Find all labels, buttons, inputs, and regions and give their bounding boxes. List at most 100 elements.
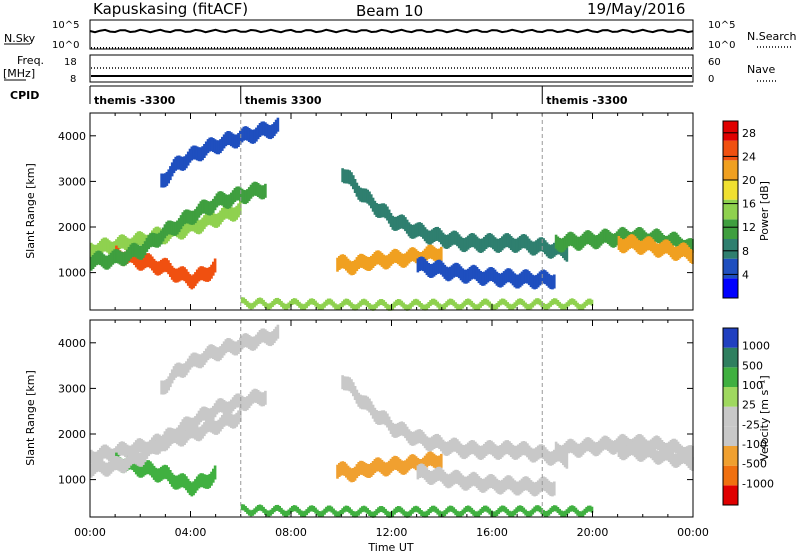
echo-mark — [169, 373, 172, 388]
echo-mark — [244, 126, 247, 141]
echo-mark — [109, 252, 113, 267]
echo-mark — [228, 401, 231, 416]
echo-mark — [323, 301, 326, 308]
echo-mark — [463, 300, 466, 307]
echo-mark — [527, 304, 531, 311]
echo-mark — [145, 460, 149, 475]
freq-label: Freq. — [17, 54, 44, 67]
echo-mark — [276, 324, 280, 339]
colorbar-tick-label: 8 — [742, 245, 749, 258]
echo-mark — [436, 456, 439, 470]
echo-mark — [414, 430, 418, 445]
echo-mark — [418, 222, 421, 237]
echo-mark — [208, 473, 211, 488]
echo-mark — [409, 509, 412, 516]
echo-mark — [289, 507, 292, 514]
power-y-axis-title: Slant Range [km] — [24, 163, 37, 259]
nsearch-tick-top: 10^5 — [708, 20, 735, 31]
echo-mark — [183, 431, 186, 445]
echo-mark — [256, 332, 260, 347]
echo-mark — [160, 230, 163, 245]
echo-mark — [404, 511, 407, 518]
echo-mark — [316, 509, 319, 516]
colorbar-frame — [722, 327, 739, 506]
echo-mark — [213, 465, 217, 480]
echo-mark — [310, 505, 314, 512]
echo-mark — [436, 508, 439, 515]
echo-mark — [206, 267, 210, 282]
echo-mark — [443, 441, 447, 456]
echo-mark — [326, 505, 330, 512]
echo-mark — [203, 474, 206, 489]
echo-mark — [197, 203, 201, 218]
echo-mark — [553, 449, 556, 464]
echo-mark — [495, 303, 499, 309]
echo-mark — [107, 447, 111, 462]
echo-mark — [492, 442, 495, 457]
echo-mark — [518, 273, 522, 288]
echo-mark — [495, 510, 499, 516]
echo-mark — [242, 297, 246, 304]
echo-mark — [210, 200, 213, 215]
echo-mark — [382, 300, 386, 307]
echo-mark — [120, 458, 124, 473]
echo-mark — [336, 257, 339, 272]
echo-mark — [486, 233, 490, 248]
echo-mark — [400, 253, 404, 268]
echo-mark — [253, 301, 256, 308]
echo-mark — [395, 216, 398, 231]
echo-mark — [497, 273, 500, 288]
echo-mark — [673, 453, 676, 468]
echo-mark — [547, 451, 551, 466]
echo-mark — [242, 333, 246, 348]
echo-mark — [393, 508, 396, 515]
echo-mark — [617, 443, 621, 457]
echo-mark — [639, 227, 642, 242]
echo-mark — [222, 193, 226, 207]
echo-mark — [258, 184, 262, 199]
echo-mark — [608, 438, 612, 453]
echo-mark — [518, 236, 522, 250]
echo-mark — [387, 416, 391, 431]
nsky-tick-bottom: 10^0 — [52, 40, 79, 51]
echo-mark — [499, 299, 502, 306]
echo-mark — [619, 445, 622, 459]
echo-mark — [348, 467, 352, 482]
echo-mark — [504, 300, 508, 307]
echo-mark — [615, 231, 619, 246]
echo-mark — [484, 270, 488, 285]
echo-mark — [147, 235, 150, 250]
echo-mark — [102, 237, 106, 252]
echo-mark — [508, 510, 511, 517]
echo-mark — [522, 234, 526, 248]
echo-mark — [355, 464, 359, 479]
echo-mark — [185, 154, 188, 169]
echo-mark — [262, 392, 265, 407]
echo-mark — [260, 328, 264, 343]
echo-mark — [371, 461, 375, 475]
echo-mark — [427, 302, 430, 308]
echo-mark — [330, 299, 334, 306]
echo-mark — [574, 300, 578, 307]
freq-panel: Freq. [MHz] 18 8 60 0 Nave — [3, 54, 776, 85]
echo-mark — [314, 300, 317, 307]
echo-mark — [345, 463, 348, 478]
echo-mark — [251, 509, 255, 516]
echo-mark — [361, 253, 364, 268]
echo-mark — [438, 455, 441, 470]
echo-mark — [513, 480, 517, 495]
echo-mark — [463, 507, 466, 514]
echo-mark — [657, 243, 660, 258]
echo-mark — [423, 511, 427, 518]
echo-mark — [635, 435, 639, 450]
echo-mark — [199, 426, 203, 441]
velocity-y-axis-title: Slant Range [km] — [24, 370, 37, 466]
echo-mark — [590, 439, 594, 454]
echo-mark — [511, 478, 515, 493]
echo-mark — [129, 244, 133, 259]
echo-mark — [181, 266, 185, 281]
echo-mark — [228, 205, 231, 220]
echo-mark — [637, 434, 640, 448]
echo-mark — [461, 268, 465, 283]
echo-mark — [136, 451, 140, 466]
